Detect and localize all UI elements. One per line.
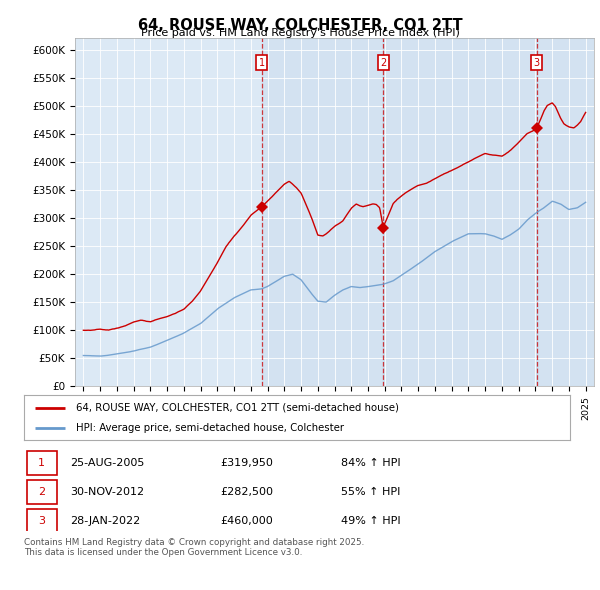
- Text: 28-JAN-2022: 28-JAN-2022: [70, 516, 140, 526]
- Text: 2: 2: [38, 487, 46, 497]
- Text: 49% ↑ HPI: 49% ↑ HPI: [341, 516, 400, 526]
- FancyBboxPatch shape: [27, 509, 57, 533]
- Text: 84% ↑ HPI: 84% ↑ HPI: [341, 458, 400, 467]
- Text: 1: 1: [259, 58, 265, 68]
- Text: 55% ↑ HPI: 55% ↑ HPI: [341, 487, 400, 497]
- Text: 1: 1: [38, 458, 45, 467]
- Bar: [536, 38, 594, 386]
- Text: 2: 2: [380, 58, 386, 68]
- Bar: [262, 38, 383, 386]
- Text: HPI: Average price, semi-detached house, Colchester: HPI: Average price, semi-detached house,…: [76, 423, 344, 433]
- FancyBboxPatch shape: [27, 451, 57, 474]
- Bar: [383, 38, 536, 386]
- Text: Contains HM Land Registry data © Crown copyright and database right 2025.
This d: Contains HM Land Registry data © Crown c…: [24, 538, 364, 558]
- FancyBboxPatch shape: [27, 480, 57, 504]
- Text: 25-AUG-2005: 25-AUG-2005: [70, 458, 145, 467]
- Text: 64, ROUSE WAY, COLCHESTER, CO1 2TT (semi-detached house): 64, ROUSE WAY, COLCHESTER, CO1 2TT (semi…: [76, 403, 399, 412]
- Text: Price paid vs. HM Land Registry's House Price Index (HPI): Price paid vs. HM Land Registry's House …: [140, 28, 460, 38]
- Text: 64, ROUSE WAY, COLCHESTER, CO1 2TT: 64, ROUSE WAY, COLCHESTER, CO1 2TT: [137, 18, 463, 32]
- Text: £319,950: £319,950: [221, 458, 274, 467]
- Text: £282,500: £282,500: [221, 487, 274, 497]
- Text: 3: 3: [533, 58, 540, 68]
- Text: 3: 3: [38, 516, 45, 526]
- Text: 30-NOV-2012: 30-NOV-2012: [70, 487, 145, 497]
- Text: £460,000: £460,000: [221, 516, 274, 526]
